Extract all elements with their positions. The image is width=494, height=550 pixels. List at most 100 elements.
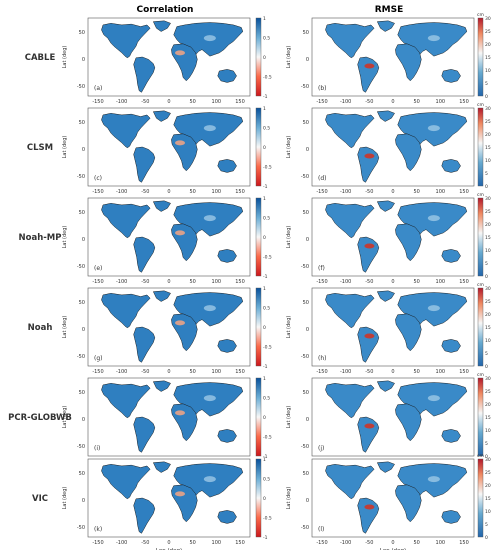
colorbar-tick: 30: [485, 196, 491, 202]
colorbar-tick: 0: [485, 274, 488, 280]
colorbar-tick: -1: [263, 454, 268, 460]
y-tick-label: -50: [77, 84, 85, 90]
x-tick-label: -100: [116, 189, 127, 195]
x-tick-label: 100: [212, 540, 222, 546]
colorbar-tick: -1: [263, 535, 268, 541]
x-tick-label: 0: [167, 540, 170, 546]
colorbar-tick: 10: [485, 158, 491, 164]
hotspot: [427, 215, 440, 222]
x-tick-label: 150: [235, 279, 245, 285]
x-tick-label: 150: [459, 540, 469, 546]
x-tick-label: -100: [340, 369, 351, 375]
colorbar-tick: -0.5: [263, 435, 272, 441]
y-tick-label: 50: [303, 30, 309, 36]
colorbar-tick: 5: [485, 522, 488, 528]
x-tick-label: -150: [316, 189, 327, 195]
colorbar-tick: 0: [263, 55, 266, 61]
panel-letter: (f): [318, 265, 325, 272]
x-tick-label: -50: [365, 369, 373, 375]
x-tick-label: 50: [189, 369, 195, 375]
colorbar-tick: 20: [485, 402, 491, 408]
row-clsm: CLSM(c)Lat (deg)500-50-150 -100 -50 0 50 100 1…: [27, 103, 491, 195]
colorbar-tick: 30: [485, 16, 491, 22]
colorbar-tick: 30: [485, 376, 491, 382]
colorbar-tick: 25: [485, 119, 491, 125]
y-tick-label: 0: [82, 498, 85, 504]
x-tick-label: 0: [167, 279, 170, 285]
x-tick-label: 50: [413, 99, 419, 105]
x-tick-label: 0: [167, 369, 170, 375]
y-tick-label: 0: [306, 147, 309, 153]
colorbar-tick: 5: [485, 171, 488, 177]
colorbar-tick: 0: [485, 94, 488, 100]
row-noah: Noah(g)Lat (deg)500-50-150 -100 -50 0 50 100 1…: [28, 283, 491, 375]
x-tick-label: 100: [212, 279, 222, 285]
colorbar-tick: -1: [263, 184, 268, 190]
hotspot: [203, 125, 216, 132]
x-tick-label: 0: [391, 369, 394, 375]
model-label: PCR-GLOBWB: [8, 413, 72, 423]
colorbar-tick: 0: [485, 184, 488, 190]
x-tick-label: 0: [391, 99, 394, 105]
panel-letter: (c): [94, 175, 102, 182]
panel-letter: (k): [94, 526, 102, 533]
y-tick-label: 0: [82, 327, 85, 333]
colorbar-tick: 0.5: [263, 126, 270, 132]
y-tick-label: -50: [77, 354, 85, 360]
hotspot: [427, 305, 440, 312]
colorbar-tick: -0.5: [263, 255, 272, 261]
colorbar-unit: cm: [477, 193, 484, 198]
y-axis-label: Lat (deg): [62, 316, 68, 339]
colorbar-tick: 25: [485, 299, 491, 305]
correlation-map: (a) Lat (deg) 50 0 -50 -150 -100 -50 0 50 100 150 1 0…: [62, 16, 272, 105]
y-tick-label: 0: [306, 417, 309, 423]
x-tick-label: 150: [459, 99, 469, 105]
colorbar-tick: 1: [263, 196, 266, 202]
hotspot: [203, 305, 216, 312]
colorbar-tick: 15: [485, 145, 491, 151]
colorbar-tick: 0.5: [263, 216, 270, 222]
hotspot: [364, 333, 375, 339]
rmse-map: (h)Lat (deg)500-50-150 -100 -50 0 50 100 15030…: [286, 283, 491, 375]
x-tick-label: -100: [116, 279, 127, 285]
colorbar-tick: -0.5: [263, 165, 272, 171]
colorbar-tick: 5: [485, 261, 488, 267]
correlation-colorbar: 1 0.5 0 -0.5 -1: [255, 106, 272, 190]
colorbar-tick: 0: [263, 415, 266, 421]
colorbar-tick: -1: [263, 94, 268, 100]
y-tick-label: 50: [303, 390, 309, 396]
colorbar-tick: -0.5: [263, 345, 272, 351]
colorbar-tick: 0: [263, 145, 266, 151]
panel-letter: (b): [318, 85, 327, 92]
model-label: VIC: [32, 494, 48, 504]
colorbar-tick: -1: [263, 274, 268, 280]
y-tick-label: -50: [301, 354, 309, 360]
x-tick-label: 50: [189, 99, 195, 105]
colorbar-tick: 30: [485, 106, 491, 112]
y-tick-label: 0: [82, 57, 85, 63]
y-tick-label: 50: [79, 390, 85, 396]
x-tick-label: -100: [116, 540, 127, 546]
hotspot: [175, 491, 185, 497]
y-tick-label: -50: [301, 174, 309, 180]
y-tick-label: 50: [303, 210, 309, 216]
hotspot: [427, 125, 440, 132]
y-tick-label: 0: [306, 327, 309, 333]
panel-letter: (a): [94, 85, 102, 92]
colorbar-tick: -1: [263, 364, 268, 370]
y-axis-label: Lat (deg): [62, 487, 68, 510]
y-tick-label: 50: [303, 300, 309, 306]
colorbar-tick: 15: [485, 235, 491, 241]
correlation-map: (c) Lat (deg) 50 0 -50 -150 -100 -50 0 50 100 150 1 0…: [62, 106, 272, 195]
colorbar-tick: 5: [485, 351, 488, 357]
x-tick-label: 100: [212, 369, 222, 375]
y-tick-label: 0: [306, 498, 309, 504]
y-tick-label: -50: [301, 444, 309, 450]
colorbar-tick: 25: [485, 470, 491, 476]
hotspot: [175, 320, 185, 326]
